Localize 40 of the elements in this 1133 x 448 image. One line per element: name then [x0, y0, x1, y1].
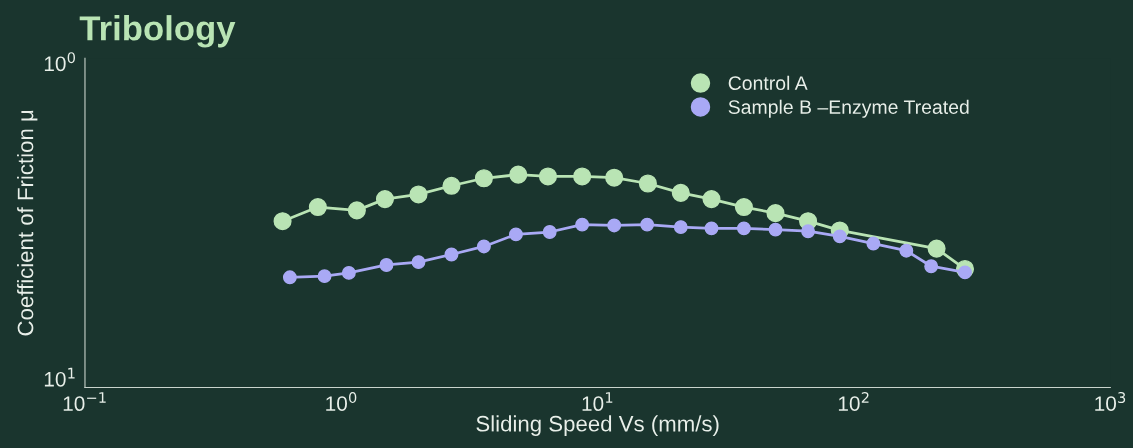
point [702, 190, 721, 209]
legend-label: Control A [728, 75, 808, 91]
point [542, 225, 557, 239]
point [442, 176, 461, 195]
point [444, 247, 459, 262]
point [411, 255, 426, 270]
point [605, 168, 624, 187]
point [575, 217, 590, 232]
point [476, 239, 491, 254]
x-tick-label: 10$^{1}$ [582, 392, 613, 412]
point [899, 243, 914, 258]
point [474, 169, 493, 188]
point [736, 221, 751, 236]
point [866, 236, 881, 251]
point [282, 270, 297, 285]
point [638, 174, 657, 193]
chart-title: Tribology [79, 15, 236, 48]
point [573, 167, 592, 186]
point [671, 183, 690, 202]
x-tick-label: 10$^{3}$ [1095, 391, 1126, 411]
point [673, 220, 688, 235]
x-tick-label: 10$^{−1}$ [63, 392, 106, 412]
y-axis-title: Coefficient of Friction μ [17, 110, 38, 336]
point [509, 227, 523, 242]
point [607, 218, 622, 233]
point [379, 258, 394, 272]
x-axis-title: Sliding Speed Vs (mm/s) [476, 415, 719, 436]
point [801, 224, 816, 239]
x-tick-label: 10$^{2}$ [838, 391, 869, 411]
point [768, 222, 783, 237]
point [734, 198, 753, 217]
x-tick-label: 10$^{0}$ [326, 391, 357, 411]
point [409, 185, 428, 204]
point [832, 229, 847, 244]
legend-label: Sample B –Enzyme Treated [728, 99, 969, 118]
point [766, 204, 785, 223]
point [538, 167, 558, 186]
point [704, 221, 719, 236]
point [509, 165, 528, 184]
point [640, 217, 655, 232]
